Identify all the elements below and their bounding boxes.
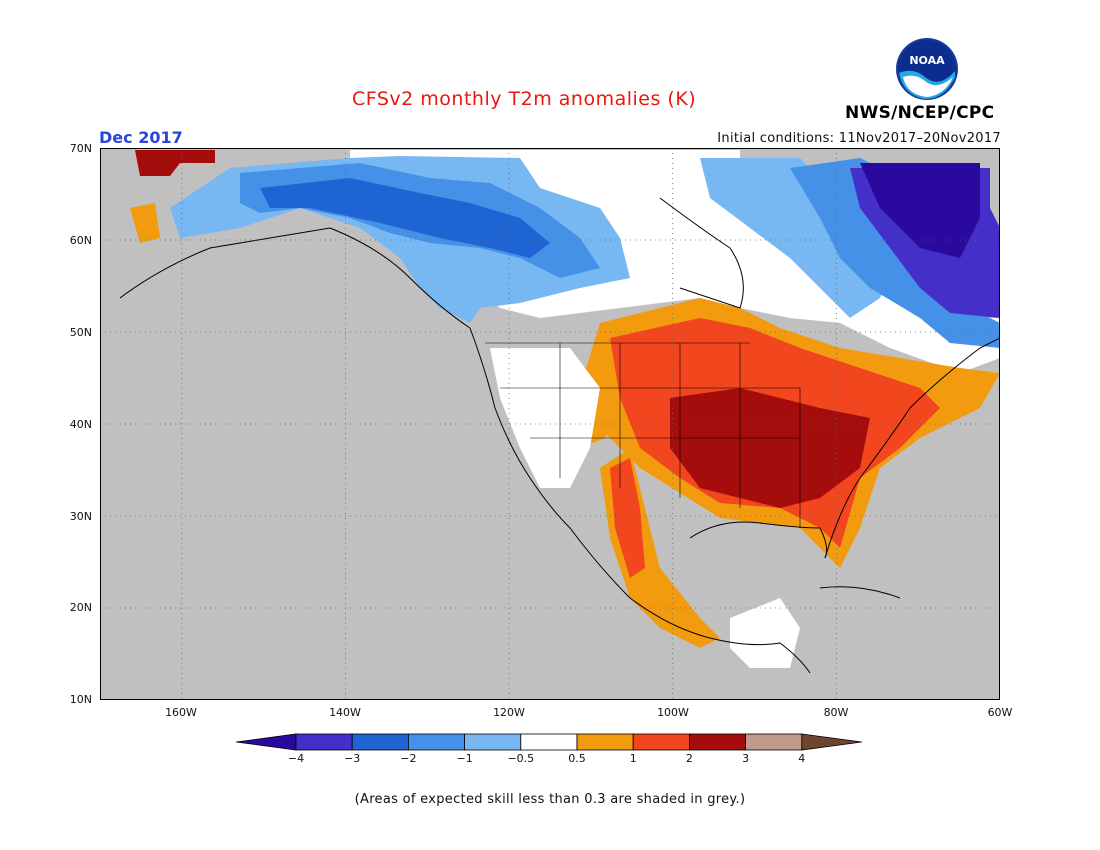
- colorbar-swatch: [576, 733, 634, 751]
- coast-east: [824, 337, 1000, 559]
- lat-label: 40N: [69, 418, 92, 431]
- lat-label: 50N: [69, 326, 92, 339]
- coast-gulf: [689, 521, 828, 559]
- logo-text: NOAA: [909, 54, 945, 67]
- skill-footnote: (Areas of expected skill less than 0.3 a…: [354, 792, 746, 807]
- lat-label: 10N: [69, 693, 92, 706]
- anomaly-mid-blue: [260, 178, 550, 258]
- colorbar-tick-label: −1: [456, 752, 473, 765]
- lon-label: 60W: [987, 706, 1013, 719]
- colorbar-tick-label: 4: [798, 752, 806, 765]
- anomaly-east-canada-lightblue: [700, 158, 900, 318]
- anomaly-labrador-dark: [860, 163, 980, 258]
- noaa-logo-icon: NOAA: [896, 38, 958, 100]
- colorbar-tick-label: 3: [742, 752, 750, 765]
- lon-label: 120W: [493, 706, 525, 719]
- colorbar-tick-label: −2: [400, 752, 417, 765]
- lon-label: 100W: [657, 706, 689, 719]
- lat-label: 20N: [69, 601, 92, 614]
- colorbar-swatch: [688, 733, 746, 751]
- gridlines: [100, 148, 1000, 700]
- coast-hudson: [659, 197, 744, 309]
- anomaly-darkred-us: [670, 388, 870, 508]
- colorbar-tick-label: 1: [629, 752, 637, 765]
- anomaly-map: [100, 148, 1000, 700]
- anomaly-red-mexico: [610, 458, 645, 578]
- coast-west: [469, 327, 711, 639]
- lat-label: 30N: [69, 510, 92, 523]
- anomaly-shading: [130, 150, 1000, 668]
- colorbar-swatch: [632, 733, 690, 751]
- state-borders: [485, 342, 801, 528]
- lat-label: 70N: [69, 142, 92, 155]
- coast-central-america: [709, 637, 811, 674]
- colorbar-swatch: [351, 733, 409, 751]
- colorbar-arrow-high: [801, 733, 862, 751]
- lon-label: 80W: [823, 706, 849, 719]
- initial-conditions-label: Initial conditions: 11Nov2017–20Nov2017: [717, 131, 1001, 146]
- colorbar-swatch: [745, 733, 803, 751]
- lat-label: 60N: [69, 234, 92, 247]
- agency-label: NWS/NCEP/CPC: [845, 103, 995, 123]
- valid-month-label: Dec 2017: [99, 128, 183, 147]
- colorbar-tick-label: 0.5: [568, 752, 586, 765]
- colorbar-tick-label: −4: [287, 752, 305, 765]
- colorbar-swatch: [464, 733, 522, 751]
- anomaly-alaska-orange: [130, 203, 160, 243]
- coast-cuba: [819, 586, 901, 599]
- map-border: [100, 148, 1000, 700]
- lon-label: 140W: [329, 706, 361, 719]
- lon-label: 160W: [165, 706, 197, 719]
- chart-title: CFSv2 monthly T2m anomalies (K): [352, 88, 697, 110]
- colorbar-swatch: [295, 733, 353, 751]
- colorbar: [236, 733, 862, 751]
- colorbar-swatch: [407, 733, 465, 751]
- colorbar-arrow-low: [236, 733, 297, 751]
- anomaly-white-west: [490, 348, 600, 488]
- colorbar-tick-label: −0.5: [507, 752, 535, 765]
- coast-alaska: [119, 227, 471, 329]
- colorbar-swatch: [520, 733, 578, 751]
- colorbar-tick-label: 2: [685, 752, 693, 765]
- colorbar-tick-label: −3: [344, 752, 361, 765]
- coastlines: [119, 197, 1000, 674]
- anomaly-alaska-warm: [135, 150, 215, 176]
- anomaly-white-central-america: [730, 598, 800, 668]
